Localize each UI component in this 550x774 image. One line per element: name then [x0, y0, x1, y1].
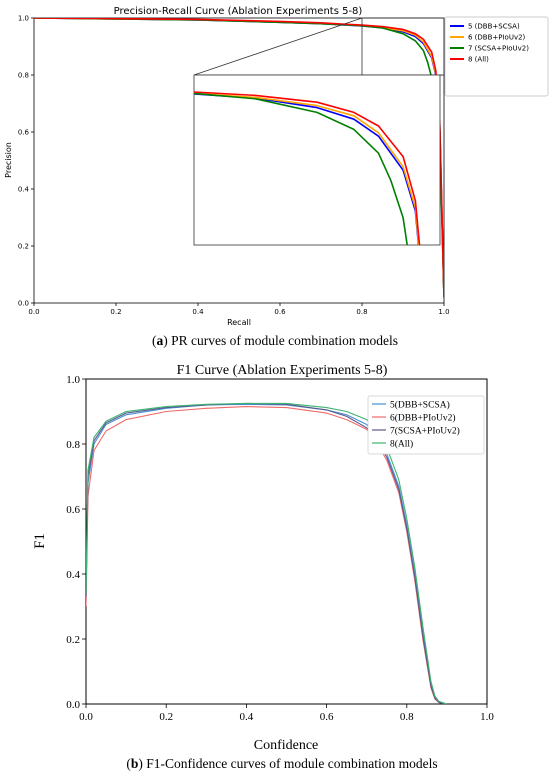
f1-x-ticks: 0.0 0.2 0.4 0.6 0.8 1.0 [79, 704, 494, 723]
f1-plot-frame [85, 378, 488, 705]
f1-x-axis-label: Confidence [254, 738, 319, 753]
x-tick-label: 0.0 [79, 711, 93, 723]
pr-legend-label: 7 (SCSA+PIoUv2) [468, 44, 529, 52]
x-tick-label: 0.6 [320, 711, 334, 723]
f1-legend-label: 6(DBB+PIoUv2) [390, 412, 456, 423]
pr-inset-line-8-all [194, 91, 421, 245]
pr-inset-line-6-dbb-piouv2 [194, 92, 420, 245]
pr-y-ticks: 0.0 0.2 0.4 0.6 0.8 1.0 [18, 14, 34, 307]
x-tick-label: 0.8 [356, 308, 367, 316]
f1-legend: 5(DBB+SCSA) 6(DBB+PIoUv2) 7(SCSA+PIoUv2) 8(… [367, 395, 485, 455]
pr-x-ticks: 0.0 0.2 0.4 0.6 0.8 1.0 [28, 303, 450, 316]
f1-line-7-scsa-piouv2 [86, 402, 448, 704]
pr-title: Precision-Recall Curve (Ablation Experim… [114, 6, 363, 17]
pr-y-axis-label: Precision [4, 142, 13, 178]
pr-legend-box [444, 16, 549, 97]
y-tick-label: 0.0 [66, 699, 80, 711]
f1-legend-label: 7(SCSA+PIoUv2) [390, 425, 460, 436]
f1-legend-label: 8(All) [390, 438, 413, 449]
x-tick-label: 0.6 [274, 308, 286, 316]
x-tick-label: 0.8 [400, 711, 414, 723]
x-tick-label: 1.0 [480, 711, 494, 723]
y-tick-label: 0.6 [18, 128, 30, 136]
pr-zoom-connector-diag [193, 17, 363, 76]
x-tick-label: 1.0 [438, 308, 449, 316]
y-tick-label: 0.4 [18, 185, 30, 193]
x-tick-label: 0.2 [110, 308, 121, 316]
pr-legend: 5 (DBB+SCSA) 6 (DBB+PIoUv2) 7 (SCSA+PIoUv2… [444, 16, 549, 97]
pr-series-lines [34, 18, 444, 298]
pr-inset-series-lines [194, 91, 421, 245]
f1-legend-label: 5(DBB+SCSA) [390, 399, 450, 410]
pr-legend-label: 5 (DBB+SCSA) [468, 22, 520, 30]
f1-line-8-all [86, 402, 448, 704]
pr-line-8-all [34, 18, 444, 298]
y-tick-label: 0.6 [66, 504, 80, 516]
y-tick-label: 1.0 [66, 374, 80, 386]
y-tick-label: 0.0 [18, 299, 29, 307]
x-tick-label: 0.0 [28, 308, 39, 316]
y-tick-label: 0.2 [18, 242, 29, 250]
f1-y-ticks: 0.0 0.2 0.4 0.6 0.8 1.0 [66, 374, 86, 711]
f1-y-axis-label: F1 [32, 533, 48, 549]
y-tick-label: 0.8 [66, 439, 80, 451]
x-tick-label: 0.4 [240, 711, 254, 723]
f1-caption: (b) F1-Confidence curves of module combi… [126, 756, 437, 771]
pr-x-axis-label: Recall [227, 318, 251, 327]
f1-legend-box [367, 395, 485, 455]
x-tick-label: 0.4 [192, 308, 204, 316]
pr-chart: Precision-Recall Curve (Ablation Experim… [4, 6, 549, 327]
pr-legend-label: 8 (All) [468, 55, 489, 63]
f1-series-lines [86, 402, 448, 704]
y-tick-label: 0.4 [66, 569, 80, 581]
f1-title: F1 Curve (Ablation Experiments 5-8) [177, 363, 388, 378]
pr-plot-frame [33, 17, 445, 304]
y-tick-label: 0.2 [66, 634, 80, 646]
y-tick-label: 0.8 [18, 71, 29, 79]
y-tick-label: 1.0 [18, 14, 29, 22]
pr-inset-line-7-scsa-piouv2 [194, 92, 409, 245]
pr-caption: (a) PR curves of module combination mode… [152, 333, 398, 348]
f1-chart: F1 Curve (Ablation Experiments 5-8) 0.0 0… [32, 363, 494, 753]
x-tick-label: 0.2 [159, 711, 173, 723]
pr-legend-label: 6 (DBB+PIoUv2) [468, 33, 526, 41]
